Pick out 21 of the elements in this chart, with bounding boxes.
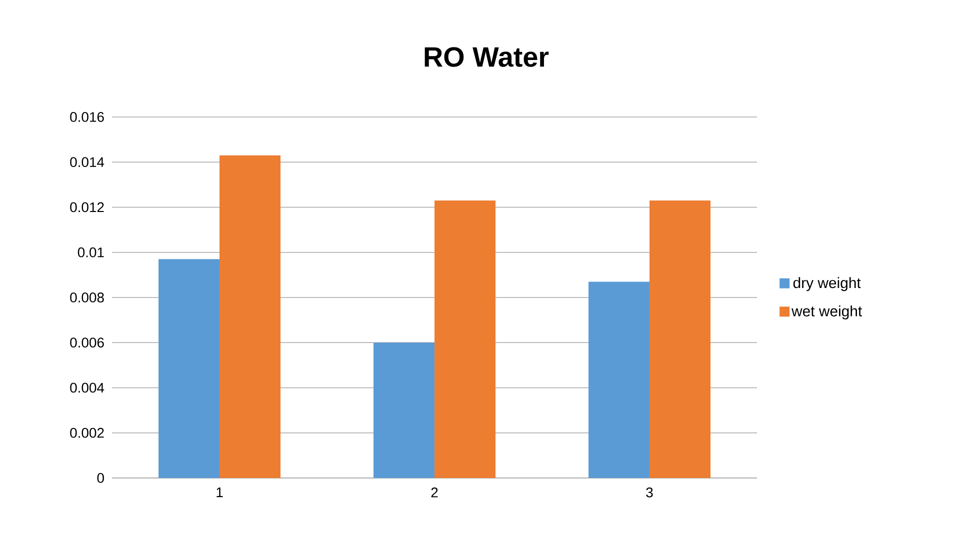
x-tick-label: 2	[431, 487, 438, 498]
y-tick-label: 0.008	[70, 292, 104, 302]
y-tick-label: 0.01	[78, 247, 104, 258]
bar	[220, 155, 281, 478]
chart-title: RO Water	[424, 47, 549, 67]
y-tick-label: 0.004	[70, 382, 104, 393]
y-tick-label: 0	[97, 473, 104, 483]
y-tick-label: 0.016	[70, 112, 104, 122]
legend-label: wet weight	[792, 305, 862, 320]
y-tick-label: 0.012	[70, 202, 104, 212]
bar	[434, 200, 496, 478]
bar	[374, 342, 435, 478]
x-tick-label: 1	[216, 488, 223, 498]
y-tick-label: 0.006	[70, 338, 104, 348]
x-tick-label: 3	[646, 487, 653, 498]
bar	[588, 282, 650, 478]
legend-label: dry weight	[793, 277, 861, 292]
y-tick-label: 0.014	[70, 157, 104, 168]
bar	[650, 200, 711, 478]
y-tick-label: 0.002	[70, 428, 104, 438]
bar	[158, 259, 220, 478]
